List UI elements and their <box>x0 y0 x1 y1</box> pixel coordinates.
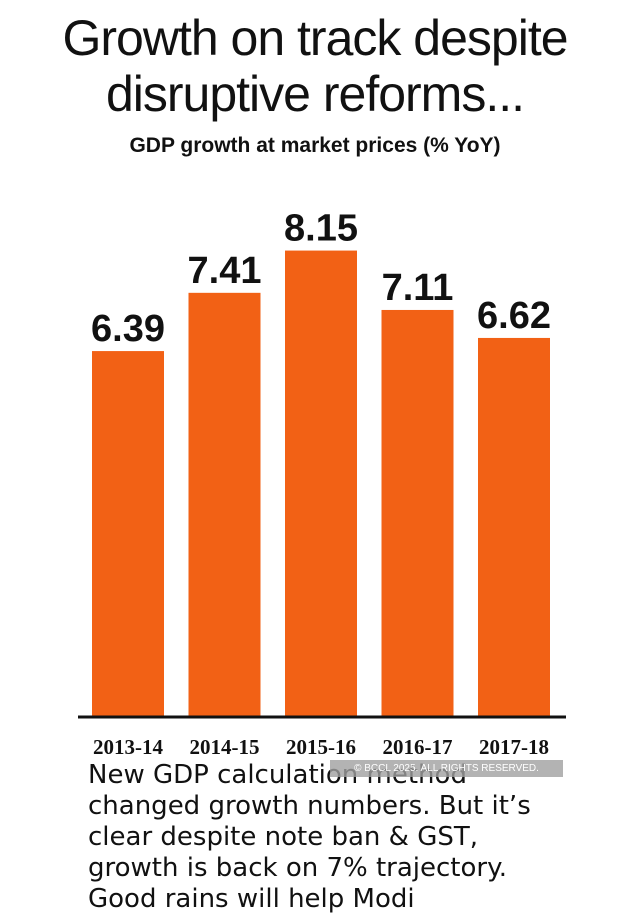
bar-value-label: 6.62 <box>477 295 551 337</box>
caption-text: New GDP calculation method changed growt… <box>88 760 531 914</box>
bar-value-label: 7.11 <box>382 267 454 309</box>
bars-group <box>92 250 550 716</box>
title-line-2: disruptive reforms... <box>105 66 525 122</box>
bar-2013-14 <box>92 351 164 716</box>
bar-2015-16 <box>285 250 357 716</box>
x-tick-label: 2013-14 <box>93 735 163 759</box>
x-tick-label: 2014-15 <box>190 735 260 759</box>
chart-title: Growth on track despite disruptive refor… <box>0 10 630 122</box>
bar-chart: 6.39 7.41 8.15 7.11 6.62 2013-14 2014-15 2015-… <box>78 208 566 759</box>
title-line-1: Growth on track despite <box>62 10 568 66</box>
bar-value-label: 7.41 <box>188 250 262 292</box>
chart-subtitle: GDP growth at market prices (% YoY) <box>129 134 501 157</box>
x-tick-label: 2015-16 <box>286 735 356 759</box>
value-labels-group: 6.39 7.41 8.15 7.11 6.62 <box>91 208 551 351</box>
copyright-watermark: © BCCL 2025. ALL RIGHTS RESERVED. <box>330 760 563 777</box>
x-tick-labels-group: 2013-14 2014-15 2015-16 2016-17 2017-18 <box>93 735 549 759</box>
bar-value-label: 8.15 <box>284 208 358 250</box>
bar-2017-18 <box>478 337 550 716</box>
bar-value-label: 6.39 <box>91 308 165 350</box>
bar-2014-15 <box>188 292 261 716</box>
x-tick-label: 2017-18 <box>479 735 549 759</box>
bar-2016-17 <box>381 309 454 716</box>
x-tick-label: 2016-17 <box>383 735 453 759</box>
